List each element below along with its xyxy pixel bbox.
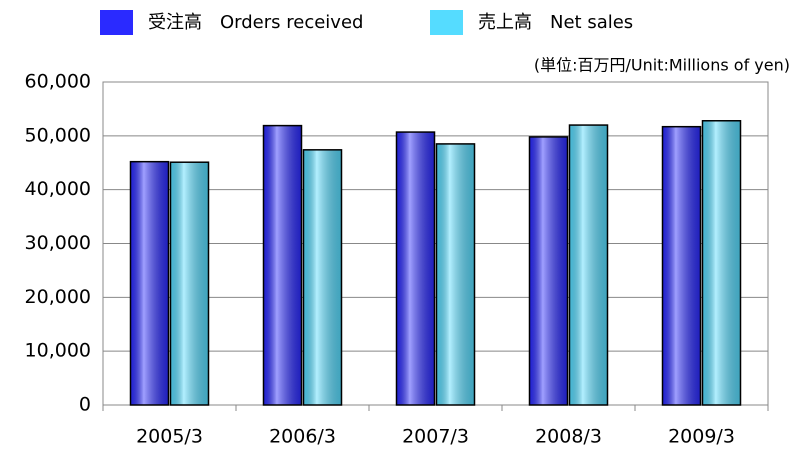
- unit-note: (単位:百万円/Unit:Millions of yen): [534, 56, 790, 75]
- x-tick-label: 2009/3: [668, 426, 735, 448]
- bar-shade: [169, 161, 210, 406]
- y-tick-label: 60,000: [25, 71, 91, 93]
- bar-shade: [435, 143, 476, 406]
- bar-shade: [568, 124, 609, 406]
- bar-shade: [129, 160, 170, 406]
- y-tick-label: 10,000: [25, 340, 91, 362]
- legend-text: 受注高 Orders received: [148, 12, 363, 33]
- y-tick-label: 30,000: [25, 232, 91, 254]
- x-tick-label: 2006/3: [269, 426, 336, 448]
- legend-swatch: [100, 10, 133, 35]
- legend-swatch: [430, 10, 463, 35]
- legend-text: 売上高 Net sales: [478, 12, 633, 33]
- y-tick-label: 50,000: [25, 124, 91, 146]
- bar-shade: [528, 136, 569, 406]
- bar-shade: [701, 120, 742, 406]
- y-tick-label: 20,000: [25, 286, 91, 308]
- y-tick-label: 0: [79, 394, 91, 416]
- x-tick-label: 2008/3: [535, 426, 602, 448]
- x-tick-label: 2007/3: [402, 426, 469, 448]
- bar-shade: [302, 149, 343, 406]
- y-tick-label: 40,000: [25, 178, 91, 200]
- bar-shade: [661, 125, 702, 406]
- bar-shade: [395, 131, 436, 406]
- bar-shade: [262, 124, 303, 406]
- x-tick-label: 2005/3: [136, 426, 203, 448]
